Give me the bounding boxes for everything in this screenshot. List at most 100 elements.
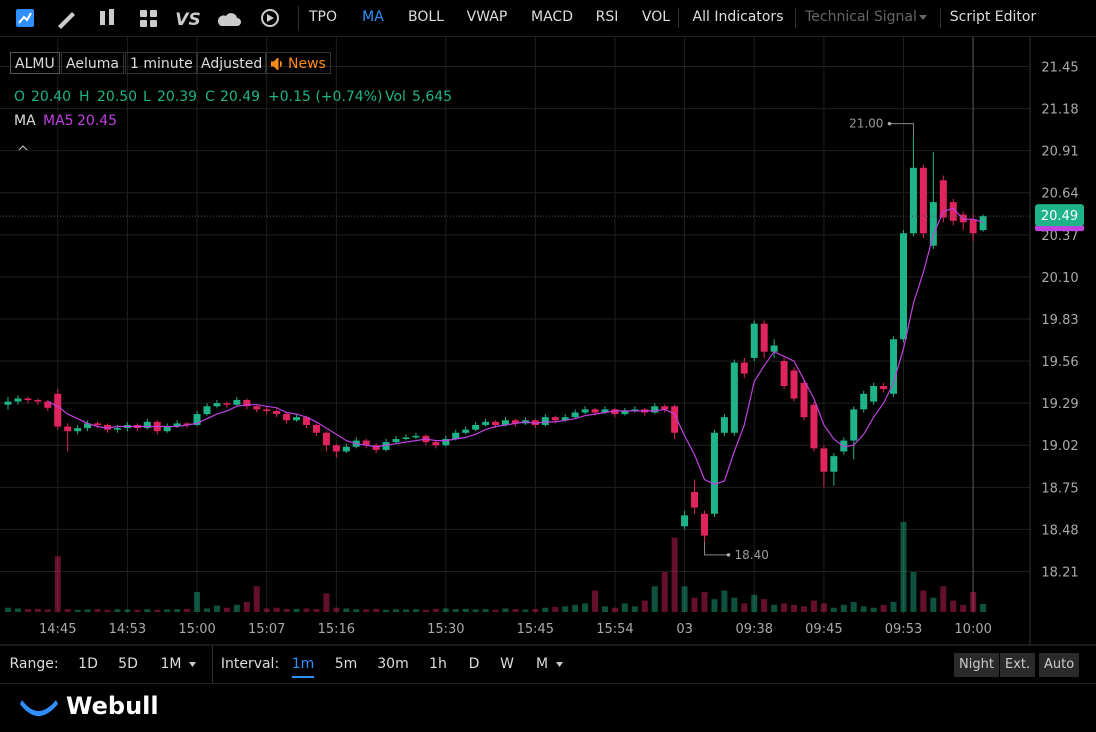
technical-signal[interactable]: Technical Signal bbox=[805, 9, 917, 25]
brand-logo bbox=[20, 700, 58, 716]
separator bbox=[795, 8, 796, 28]
brand-name: Webull bbox=[66, 692, 159, 720]
range-option[interactable]: 1D bbox=[78, 656, 98, 672]
replay-icon[interactable] bbox=[261, 9, 279, 27]
interval[interactable]: 1 minute bbox=[125, 52, 198, 74]
candle-body bbox=[243, 400, 251, 407]
candle-body bbox=[969, 219, 977, 234]
volume-bar bbox=[552, 607, 559, 612]
indicator-tab[interactable]: RSI bbox=[595, 9, 619, 25]
volume-bar bbox=[930, 597, 937, 612]
range-option[interactable]: 5D bbox=[118, 656, 138, 672]
candle-body bbox=[412, 435, 420, 438]
x-tick-label: 09:38 bbox=[736, 622, 773, 637]
volume-bar bbox=[751, 594, 758, 612]
candle-body bbox=[94, 423, 102, 425]
volume-bar bbox=[5, 607, 11, 612]
quote-key: L bbox=[143, 89, 151, 105]
news[interactable]: News bbox=[265, 52, 331, 74]
volume-bar bbox=[84, 609, 91, 612]
interval-option[interactable]: W bbox=[500, 656, 514, 672]
volume-bar bbox=[492, 609, 499, 612]
volume-bar bbox=[472, 609, 479, 612]
interval-option[interactable]: 1m bbox=[291, 656, 315, 672]
candle-body bbox=[84, 423, 92, 429]
candle-body bbox=[929, 202, 937, 246]
volume-bar bbox=[14, 608, 21, 612]
volume-bar bbox=[681, 586, 688, 612]
symbol[interactable]: ALMU bbox=[10, 52, 60, 74]
candle-body bbox=[541, 417, 549, 425]
candle-body bbox=[571, 412, 579, 418]
volume-bar bbox=[442, 608, 449, 612]
draw-icon[interactable] bbox=[58, 12, 75, 29]
candle-body bbox=[551, 417, 559, 421]
volume-bar bbox=[592, 590, 599, 612]
session-button[interactable]: Auto bbox=[1039, 653, 1080, 677]
interval-option[interactable]: 30m bbox=[377, 656, 409, 672]
y-tick-label: 21.45 bbox=[1041, 60, 1078, 75]
volume-bar bbox=[771, 604, 778, 612]
candle-body bbox=[900, 233, 907, 340]
interval-option[interactable]: D bbox=[468, 656, 480, 672]
indicator-tab[interactable]: TPO bbox=[308, 9, 338, 25]
volume-bar bbox=[970, 592, 977, 612]
interval-option[interactable]: 5m bbox=[334, 656, 358, 672]
cloud-icon[interactable] bbox=[217, 13, 241, 26]
interval-option[interactable]: 1h bbox=[429, 656, 447, 672]
quote-key: O bbox=[14, 89, 26, 105]
volume-bar bbox=[611, 607, 618, 612]
script-editor[interactable]: Script Editor bbox=[949, 9, 1037, 25]
volume-bar bbox=[631, 606, 638, 612]
indicator-tab[interactable]: MA bbox=[362, 9, 384, 25]
quote-value: 20.39 bbox=[157, 89, 198, 105]
candle-icon[interactable] bbox=[100, 9, 114, 25]
session-button[interactable]: Ext. bbox=[1000, 653, 1036, 677]
y-tick-label: 18.75 bbox=[1041, 481, 1078, 496]
volume-bar bbox=[313, 609, 320, 612]
indicator-tab[interactable]: VOL bbox=[641, 9, 671, 25]
candle-body bbox=[113, 428, 121, 430]
y-tick-label: 20.91 bbox=[1041, 145, 1078, 160]
chart: 21.45 21.18 20.91 20.64 20.37 20.10 19.83 19.56… bbox=[0, 37, 1096, 646]
volume-bar bbox=[850, 602, 857, 612]
quote-key: H bbox=[79, 89, 90, 105]
layout-icon[interactable] bbox=[140, 10, 157, 27]
volume-bar bbox=[154, 609, 161, 612]
candle-body bbox=[661, 406, 669, 410]
dropdown-arrow bbox=[919, 15, 927, 20]
all-indicators[interactable]: All Indicators bbox=[692, 9, 784, 25]
indicator-tab[interactable]: VWAP bbox=[466, 9, 508, 25]
volume-bar bbox=[293, 608, 300, 612]
candle-body bbox=[631, 409, 639, 411]
volume-bar bbox=[691, 597, 698, 612]
volume-bar bbox=[731, 597, 738, 612]
candle-body bbox=[492, 421, 500, 425]
price-tag-label: 20.49 bbox=[1041, 209, 1078, 224]
candle-body bbox=[462, 429, 470, 433]
annotation-dot bbox=[726, 553, 731, 557]
indicator-name: MA5 bbox=[43, 113, 74, 129]
candle-body bbox=[710, 432, 718, 514]
candle-body bbox=[909, 167, 917, 234]
candle-body bbox=[850, 409, 858, 441]
candle-body bbox=[193, 414, 201, 425]
collapse-icon[interactable] bbox=[18, 144, 28, 151]
candle-body bbox=[611, 409, 619, 415]
volume-bar bbox=[721, 590, 728, 612]
range-option[interactable]: 1M bbox=[160, 656, 182, 672]
adjust[interactable]: Adjusted bbox=[196, 52, 268, 74]
indicator-tab[interactable]: MACD bbox=[531, 9, 573, 25]
volume-bar bbox=[860, 606, 867, 612]
candle-body bbox=[4, 401, 12, 405]
volume-bar bbox=[940, 586, 947, 612]
indicator-tab[interactable]: BOLL bbox=[408, 9, 444, 25]
x-tick-label: 15:16 bbox=[318, 622, 355, 637]
volume-bar bbox=[840, 604, 847, 612]
annotation-label: 18.40 bbox=[735, 548, 769, 562]
candle-body bbox=[432, 442, 440, 446]
interval-option[interactable]: M bbox=[535, 656, 549, 672]
session-button[interactable]: Night bbox=[954, 653, 999, 677]
compare-icon[interactable]: VS bbox=[175, 10, 200, 30]
volume-bar bbox=[253, 586, 260, 612]
